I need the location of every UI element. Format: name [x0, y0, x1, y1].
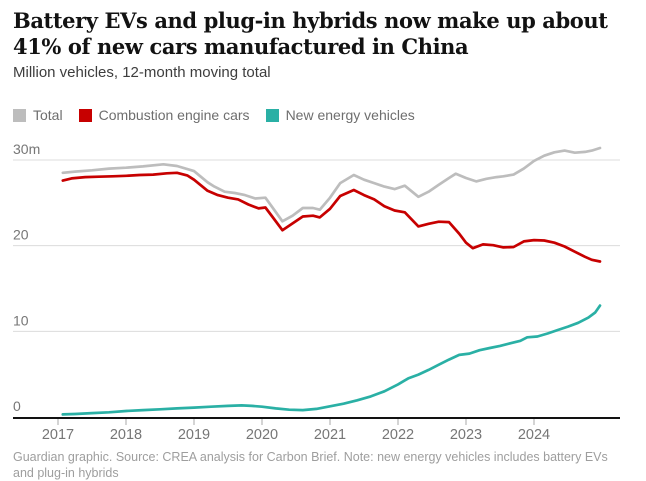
svg-text:2020: 2020 [246, 427, 278, 443]
legend-item-total: Total [13, 107, 63, 123]
legend-label-total: Total [33, 107, 63, 123]
svg-text:0: 0 [13, 398, 21, 414]
combustion-swatch-icon [78, 108, 92, 122]
nev-swatch-icon [265, 108, 279, 122]
legend-label-combustion: Combustion engine cars [98, 107, 250, 123]
chart-title: Battery EVs and plug-in hybrids now make… [13, 8, 608, 59]
svg-text:2018: 2018 [110, 427, 142, 443]
chart-subtitle: Million vehicles, 12-month moving total [13, 64, 271, 81]
legend-item-nev: New energy vehicles [265, 107, 415, 123]
source-note: Guardian graphic. Source: CREA analysis … [13, 450, 608, 481]
svg-text:2019: 2019 [178, 427, 210, 443]
chart-area: 0 10 20 30m 2017 2018 2019 2020 2021 2022 2023 2024 [0, 133, 646, 449]
legend-item-combustion: Combustion engine cars [78, 107, 250, 123]
svg-text:2024: 2024 [518, 427, 550, 443]
svg-text:2017: 2017 [42, 427, 74, 443]
svg-text:20: 20 [13, 227, 29, 243]
svg-text:2021: 2021 [314, 427, 346, 443]
svg-text:2023: 2023 [450, 427, 482, 443]
legend-label-nev: New energy vehicles [285, 107, 415, 123]
chart-canvas: 0 10 20 30m 2017 2018 2019 2020 2021 2022 2023 2024 [13, 141, 620, 443]
svg-text:30m: 30m [13, 141, 40, 157]
svg-text:10: 10 [13, 312, 29, 328]
chart-legend: Total Combustion engine cars New energy … [13, 107, 415, 123]
total-swatch-icon [13, 108, 26, 122]
svg-text:2022: 2022 [382, 427, 414, 443]
